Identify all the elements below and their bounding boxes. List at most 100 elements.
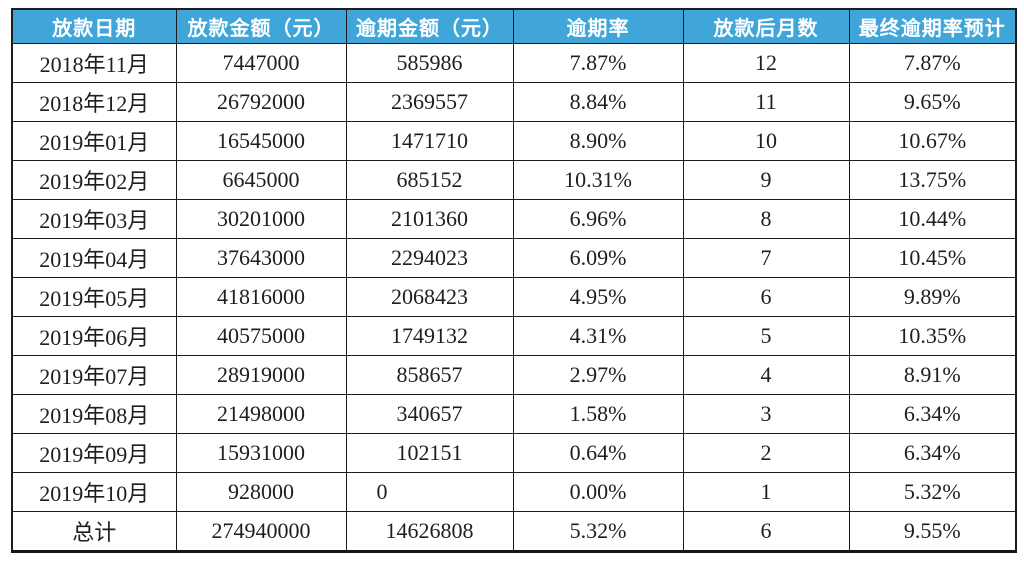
cell-loan-date: 2018年12月 [11,82,177,122]
cell-loan-amount: 15931000 [175,433,347,473]
column-header-overdue-amount: 逾期金额（元） [345,8,514,44]
cell-months-after-loan: 1 [682,472,850,512]
cell-final-overdue-rate-estimate: 13.75% [848,160,1017,200]
cell-loan-date: 2019年02月 [11,160,177,200]
cell-final-overdue-rate-estimate: 6.34% [848,394,1017,434]
cell-overdue-rate: 1.58% [512,394,684,434]
cell-final-overdue-rate-estimate: 10.35% [848,316,1017,356]
cell-overdue-rate: 2.97% [512,355,684,395]
cell-loan-amount: 40575000 [175,316,347,356]
table-row: 2019年01月 16545000 1471710 8.90% 10 10.67% [11,121,1017,161]
cell-loan-date: 2019年05月 [11,277,177,317]
cell-overdue-rate: 6.96% [512,199,684,239]
cell-loan-amount: 7447000 [175,43,347,83]
cell-overdue-rate: 4.31% [512,316,684,356]
cell-overdue-amount: 1471710 [345,121,514,161]
cell-overdue-amount: 102151 [345,433,514,473]
cell-months-after-loan: 11 [682,82,850,122]
cell-overdue-amount: 2101360 [345,199,514,239]
cell-loan-amount: 30201000 [175,199,347,239]
table-row: 2018年12月 26792000 2369557 8.84% 11 9.65% [11,82,1017,122]
cell-months-after-loan: 9 [682,160,850,200]
cell-loan-amount: 37643000 [175,238,347,278]
cell-months-after-loan: 10 [682,121,850,161]
cell-loan-date: 2019年10月 [11,472,177,512]
table-row: 2019年09月 15931000 102151 0.64% 2 6.34% [11,433,1017,473]
cell-final-overdue-rate-estimate: 8.91% [848,355,1017,395]
cell-months-after-loan: 3 [682,394,850,434]
cell-overdue-amount: 858657 [345,355,514,395]
cell-loan-date: 2018年11月 [11,43,177,83]
cell-loan-amount: 28919000 [175,355,347,395]
cell-loan-date: 总计 [11,511,177,552]
cell-months-after-loan: 6 [682,277,850,317]
table-row: 2019年02月 6645000 685152 10.31% 9 13.75% [11,160,1017,200]
loan-overdue-table: 放款日期 放款金额（元） 逾期金额（元） 逾期率 放款后月数 最终逾期率预计 2018年1… [11,8,1017,553]
cell-overdue-rate: 0.64% [512,433,684,473]
cell-overdue-rate: 6.09% [512,238,684,278]
cell-overdue-rate: 8.84% [512,82,684,122]
table-row: 2019年08月 21498000 340657 1.58% 3 6.34% [11,394,1017,434]
column-header-months-after-loan: 放款后月数 [682,8,850,44]
cell-final-overdue-rate-estimate: 9.55% [848,511,1017,552]
column-header-loan-amount: 放款金额（元） [175,8,347,44]
cell-final-overdue-rate-estimate: 5.32% [848,472,1017,512]
table-row: 2019年05月 41816000 2068423 4.95% 6 9.89% [11,277,1017,317]
cell-overdue-amount: 2369557 [345,82,514,122]
table-row: 2019年04月 37643000 2294023 6.09% 7 10.45% [11,238,1017,278]
cell-overdue-amount: 2068423 [345,277,514,317]
cell-final-overdue-rate-estimate: 10.44% [848,199,1017,239]
cell-overdue-rate: 8.90% [512,121,684,161]
cell-final-overdue-rate-estimate: 6.34% [848,433,1017,473]
cell-loan-amount: 21498000 [175,394,347,434]
cell-loan-date: 2019年03月 [11,199,177,239]
header-row: 放款日期 放款金额（元） 逾期金额（元） 逾期率 放款后月数 最终逾期率预计 [11,8,1017,44]
cell-overdue-amount: 1749132 [345,316,514,356]
cell-final-overdue-rate-estimate: 10.67% [848,121,1017,161]
cell-overdue-rate: 10.31% [512,160,684,200]
table-body: 2018年11月 7447000 585986 7.87% 12 7.87% 2018年12… [11,43,1017,552]
cell-overdue-amount: 14626808 [345,511,514,552]
cell-final-overdue-rate-estimate: 10.45% [848,238,1017,278]
cell-overdue-amount: 0 [345,472,514,512]
table-row: 2018年11月 7447000 585986 7.87% 12 7.87% [11,43,1017,83]
cell-overdue-amount: 685152 [345,160,514,200]
cell-months-after-loan: 4 [682,355,850,395]
cell-final-overdue-rate-estimate: 9.65% [848,82,1017,122]
column-header-overdue-rate: 逾期率 [512,8,684,44]
cell-loan-date: 2019年09月 [11,433,177,473]
cell-months-after-loan: 2 [682,433,850,473]
cell-final-overdue-rate-estimate: 7.87% [848,43,1017,83]
cell-loan-date: 2019年06月 [11,316,177,356]
cell-loan-date: 2019年01月 [11,121,177,161]
table-row: 2019年03月 30201000 2101360 6.96% 8 10.44% [11,199,1017,239]
cell-loan-date: 2019年08月 [11,394,177,434]
cell-loan-amount: 6645000 [175,160,347,200]
cell-overdue-amount: 2294023 [345,238,514,278]
column-header-final-overdue-rate-estimate: 最终逾期率预计 [848,8,1017,44]
cell-months-after-loan: 7 [682,238,850,278]
cell-loan-amount: 928000 [175,472,347,512]
cell-months-after-loan: 6 [682,511,850,552]
cell-overdue-amount: 585986 [345,43,514,83]
cell-loan-amount: 16545000 [175,121,347,161]
cell-overdue-rate: 7.87% [512,43,684,83]
cell-final-overdue-rate-estimate: 9.89% [848,277,1017,317]
column-header-loan-date: 放款日期 [11,8,177,44]
cell-loan-amount: 41816000 [175,277,347,317]
table-row: 2019年07月 28919000 858657 2.97% 4 8.91% [11,355,1017,395]
cell-overdue-rate: 4.95% [512,277,684,317]
cell-months-after-loan: 8 [682,199,850,239]
cell-loan-date: 2019年04月 [11,238,177,278]
cell-overdue-rate: 0.00% [512,472,684,512]
cell-loan-date: 2019年07月 [11,355,177,395]
cell-loan-amount: 26792000 [175,82,347,122]
total-row: 总计 274940000 14626808 5.32% 6 9.55% [11,511,1017,552]
cell-overdue-rate: 5.32% [512,511,684,552]
table-row: 2019年10月 928000 0 0.00% 1 5.32% [11,472,1017,512]
cell-months-after-loan: 12 [682,43,850,83]
cell-overdue-amount: 340657 [345,394,514,434]
cell-loan-amount: 274940000 [175,511,347,552]
table-row: 2019年06月 40575000 1749132 4.31% 5 10.35% [11,316,1017,356]
